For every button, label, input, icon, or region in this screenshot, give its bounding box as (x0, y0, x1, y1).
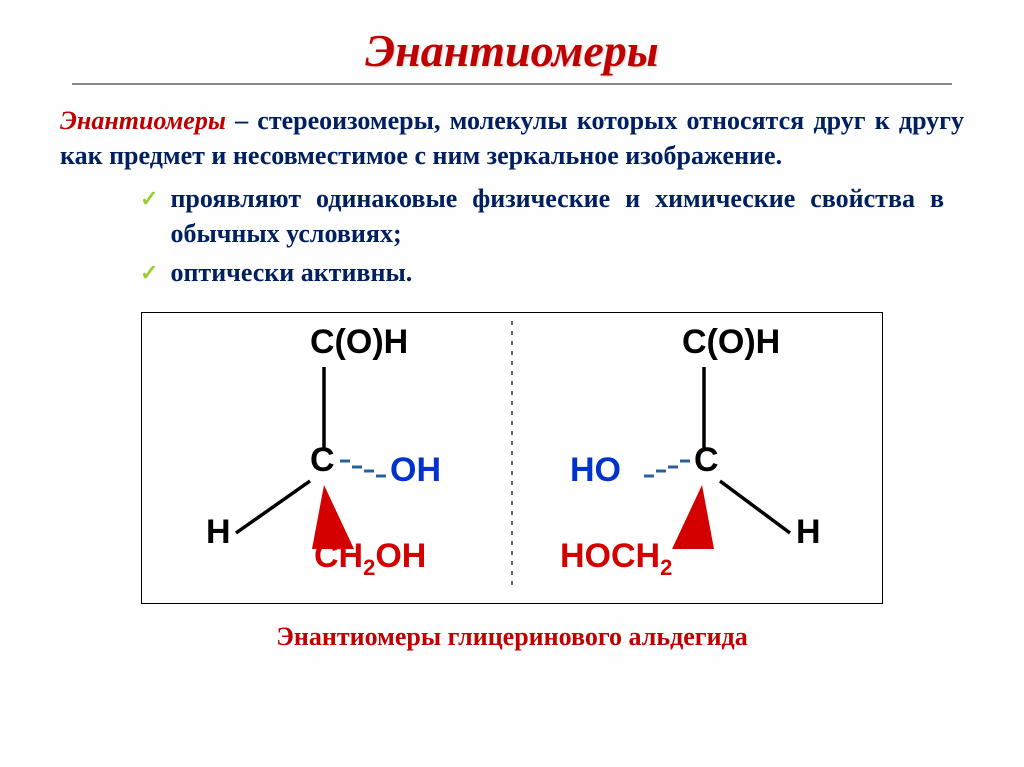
svg-text:C(O)H: C(O)H (310, 323, 408, 361)
chemistry-svg: C(O)H C OH H CH2OH C(O)H C HO H HOCH2 (142, 313, 882, 603)
svg-text:HO: HO (570, 451, 621, 489)
check-icon: ✓ (140, 260, 158, 286)
svg-text:H: H (796, 513, 821, 551)
diagram-caption: Энантиомеры глицеринового альдегида (50, 622, 974, 652)
title-underline (72, 83, 952, 85)
definition-paragraph: Энантиомеры – стереоизомеры, молекулы ко… (60, 103, 964, 173)
slide: Энантиомеры Энантиомеры – стереоизомеры,… (0, 0, 1024, 767)
svg-text:OH: OH (390, 451, 441, 489)
list-item: ✓ оптически активны. (140, 255, 944, 290)
check-icon: ✓ (140, 186, 158, 212)
svg-text:C: C (310, 441, 335, 479)
svg-text:C: C (694, 441, 719, 479)
svg-text:HOCH2: HOCH2 (560, 537, 672, 580)
svg-text:C(O)H: C(O)H (682, 323, 780, 361)
list-item: ✓ проявляют одинаковые физические и хими… (140, 181, 944, 251)
svg-text:H: H (206, 513, 231, 551)
definition-term: Энантиомеры (60, 106, 226, 135)
bullet-text: оптически активны. (170, 255, 412, 290)
svg-text:CH2OH: CH2OH (314, 537, 426, 580)
bullet-text: проявляют одинаковые физические и химиче… (170, 181, 944, 251)
bullet-list: ✓ проявляют одинаковые физические и хими… (140, 181, 944, 290)
enantiomers-diagram: C(O)H C OH H CH2OH C(O)H C HO H HOCH2 (141, 312, 883, 604)
page-title: Энантиомеры (50, 24, 974, 77)
